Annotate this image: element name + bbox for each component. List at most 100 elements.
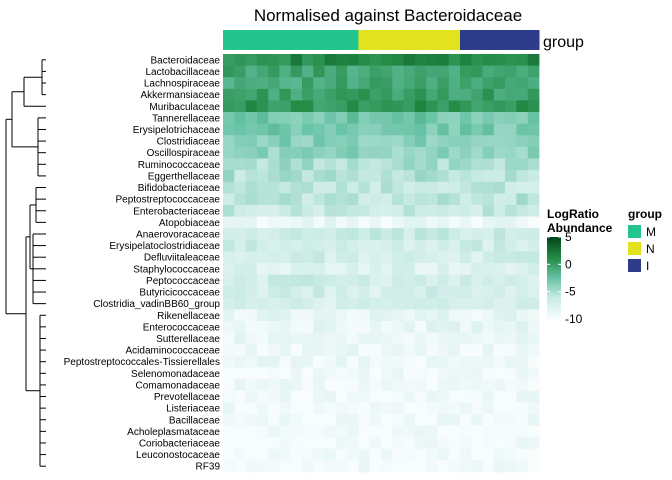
- heatmap-cell: [324, 170, 337, 183]
- heatmap-cell: [414, 448, 427, 461]
- heatmap-cell: [324, 181, 337, 194]
- heatmap-cell: [482, 274, 495, 287]
- heatmap-cell: [358, 170, 371, 183]
- heatmap-cell: [448, 355, 461, 368]
- heatmap-cell: [268, 216, 280, 229]
- heatmap-cell: [414, 309, 427, 322]
- heatmap-cell: [437, 146, 450, 159]
- heatmap-cell: [290, 228, 303, 241]
- heatmap-cell: [392, 379, 404, 392]
- heatmap-cell: [324, 204, 337, 217]
- heatmap-cell: [290, 170, 303, 183]
- heatmap-cell: [471, 193, 483, 206]
- heatmap-cell: [392, 228, 404, 241]
- row-label: Oscillospiraceae: [147, 148, 221, 159]
- heatmap-cell: [358, 309, 371, 322]
- heatmap-cell: [358, 355, 371, 368]
- heatmap-cell: [302, 448, 314, 461]
- heatmap-cell: [324, 379, 337, 392]
- heatmap-cell: [482, 309, 495, 322]
- heatmap-cell: [448, 344, 461, 357]
- heatmap-cell: [324, 100, 337, 113]
- heatmap-cell: [245, 216, 258, 229]
- heatmap-cell: [358, 286, 371, 299]
- heatmap-cell: [426, 332, 438, 345]
- heatmap-cell: [279, 263, 292, 276]
- heatmap-cell: [358, 181, 371, 194]
- heatmap-cell: [302, 274, 314, 287]
- heatmap-cell: [347, 263, 359, 276]
- heatmap-cell: [347, 448, 359, 461]
- heatmap-cell: [245, 100, 258, 113]
- heatmap-cell: [324, 448, 337, 461]
- heatmap-cell: [414, 402, 427, 415]
- heatmap-cell: [234, 135, 246, 148]
- heatmap-cell: [426, 181, 438, 194]
- heatmap-cell: [527, 181, 540, 194]
- heatmap-cell: [347, 355, 359, 368]
- heatmap-cell: [403, 193, 416, 206]
- heatmap-cell: [268, 321, 280, 334]
- heatmap-cell: [223, 170, 235, 183]
- heatmap-cell: [268, 204, 280, 217]
- heatmap-cell: [460, 263, 472, 276]
- heatmap-cell: [313, 332, 325, 345]
- heatmap-cell: [335, 379, 348, 392]
- heatmap-cell: [505, 65, 517, 78]
- heatmap-cell: [358, 448, 371, 461]
- heatmap-cell: [324, 274, 337, 287]
- heatmap-cell: [414, 239, 427, 252]
- heatmap-cell: [392, 135, 404, 148]
- heatmap-cell: [403, 170, 416, 183]
- row-label: Defluviitaleaceae: [144, 253, 221, 264]
- heatmap-cell: [381, 100, 393, 113]
- heatmap-cell: [245, 413, 258, 426]
- heatmap-cell: [245, 158, 258, 171]
- heatmap-cell: [516, 309, 529, 322]
- heatmap-cell: [302, 355, 314, 368]
- heatmap-cell: [324, 355, 337, 368]
- heatmap-cell: [381, 204, 393, 217]
- heatmap-cell: [482, 355, 495, 368]
- heatmap-cell: [234, 286, 246, 299]
- heatmap-cell: [437, 448, 450, 461]
- heatmap-cell: [392, 460, 404, 473]
- heatmap-cell: [448, 263, 461, 276]
- heatmap-cell: [471, 170, 483, 183]
- heatmap-cell: [223, 54, 235, 67]
- heatmap-cell: [381, 228, 393, 241]
- heatmap-cell: [493, 54, 506, 67]
- annotation-cell-I: [471, 30, 484, 50]
- heatmap-cell: [279, 460, 292, 473]
- heatmap-cell: [437, 297, 450, 310]
- heatmap-cell: [482, 54, 495, 67]
- heatmap-cell: [279, 228, 292, 241]
- heatmap-cell: [324, 437, 337, 450]
- heatmap-cell: [290, 460, 303, 473]
- row-label: Peptostreptococcaceae: [115, 195, 220, 206]
- heatmap-cell: [302, 88, 314, 101]
- heatmap-cell: [448, 204, 461, 217]
- heatmap-cell: [516, 344, 529, 357]
- heatmap-cell: [460, 274, 472, 287]
- heatmap-cell: [426, 297, 438, 310]
- heatmap-cell: [392, 65, 404, 78]
- heatmap-cell: [471, 263, 483, 276]
- heatmap-cell: [516, 204, 529, 217]
- heatmap-cell: [471, 112, 483, 125]
- heatmap-cell: [448, 321, 461, 334]
- heatmap-cell: [426, 425, 438, 438]
- heatmap-cell: [279, 54, 292, 67]
- heatmap-cell: [302, 437, 314, 450]
- heatmap-cell: [223, 355, 235, 368]
- heatmap-cell: [426, 228, 438, 241]
- heatmap-cell: [437, 321, 450, 334]
- heatmap-cell: [516, 367, 529, 380]
- heatmap-cell: [234, 390, 246, 403]
- heatmap-cell: [516, 239, 529, 252]
- heatmap-cell: [223, 239, 235, 252]
- heatmap-cell: [516, 425, 529, 438]
- heatmap-cell: [403, 100, 416, 113]
- heatmap-cell: [245, 54, 258, 67]
- heatmap-cell: [527, 204, 540, 217]
